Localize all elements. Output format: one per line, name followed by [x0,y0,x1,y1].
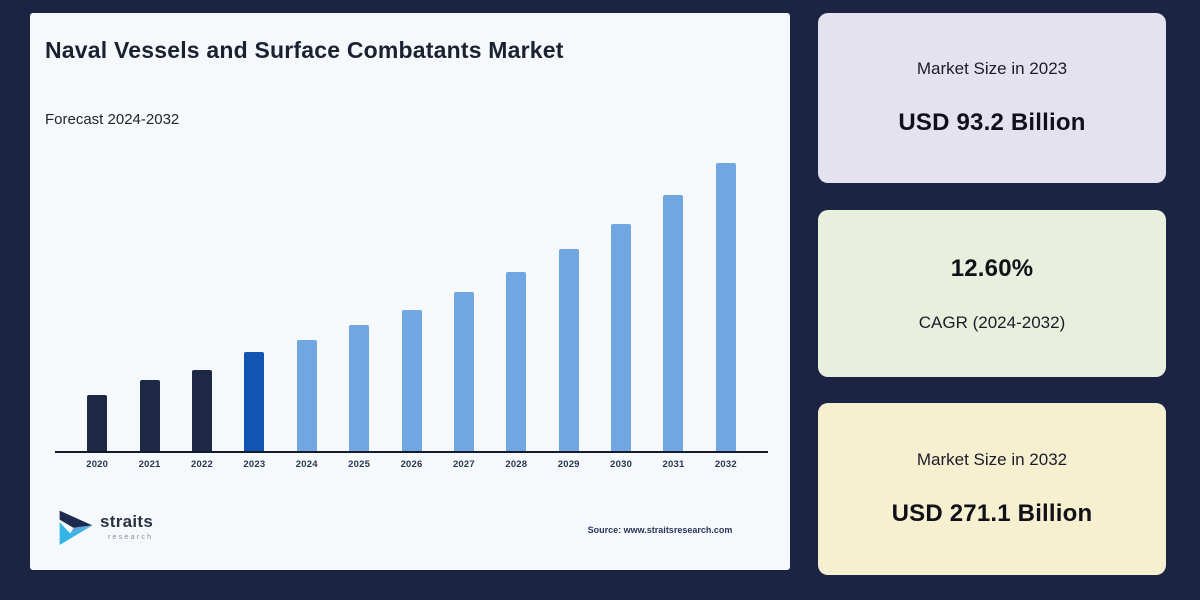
bar-2021 [139,380,160,451]
bar-2027 [453,292,474,451]
x-tick-2025: 2025 [348,459,371,470]
bar-2023 [244,352,265,451]
x-tick-2023: 2023 [243,459,266,470]
bar-column-2028: 2028 [490,140,542,470]
stat-card-cagr: 12.60% CAGR (2024-2032) [818,210,1166,377]
logo-name: straits [100,512,154,531]
bar-2029 [558,249,579,451]
bar-column-2024: 2024 [281,140,333,470]
bar-column-2027: 2027 [438,140,490,470]
bar-2022 [191,370,212,451]
stat-card-label: Market Size in 2023 [916,59,1068,78]
bar-column-2021: 2021 [123,140,175,470]
stat-card-label: Market Size in 2032 [916,450,1068,469]
stat-card-label: CAGR (2024-2032) [918,312,1066,332]
bar-column-2022: 2022 [176,140,228,470]
stat-card-value: 12.60% [950,254,1034,282]
bar-column-2025: 2025 [333,140,385,470]
bar-column-2020: 2020 [71,140,123,470]
bar-2026 [401,310,422,451]
x-tick-2021: 2021 [138,459,161,470]
x-tick-2024: 2024 [295,459,318,470]
stat-card-market-size-2032: Market Size in 2032 USD 271.1 Billion [818,403,1166,575]
bar-2024 [296,340,317,451]
straits-research-logo-icon [59,510,93,545]
chart-panel: Naval Vessels and Surface Combatants Mar… [30,13,790,570]
logo-subname: research [107,532,154,541]
bar-2028 [506,272,527,451]
bar-column-2031: 2031 [647,140,699,470]
bar-2025 [349,325,370,451]
bar-column-2030: 2030 [595,140,647,470]
stat-card-market-size-2023: Market Size in 2023 USD 93.2 Billion [818,13,1166,183]
source-attribution: Source: www.straitsresearch.com [587,525,733,535]
bar-column-2032: 2032 [700,140,752,470]
logo-arrow-cyan [59,522,93,545]
stat-card-value: USD 93.2 Billion [898,109,1086,136]
bar-2020 [87,395,108,451]
x-tick-2031: 2031 [662,459,685,470]
bar-2030 [611,224,632,451]
x-tick-2030: 2030 [610,459,633,470]
plot-area: 2020 2021 2022 2023 2024 2025 2026 2027 2028 2029… [55,140,768,470]
stat-card-value: USD 271.1 Billion [891,500,1093,527]
x-tick-2028: 2028 [505,459,528,470]
x-tick-2032: 2032 [714,459,737,470]
x-tick-2026: 2026 [400,459,423,470]
x-tick-2022: 2022 [191,459,213,470]
chart-subtitle: Forecast 2024-2032 [45,111,180,128]
bar-column-2029: 2029 [543,140,595,470]
brand-logo: straits research [58,507,153,547]
bar-column-2026: 2026 [385,140,437,470]
logo-arrow-dark [59,510,93,528]
x-tick-2029: 2029 [557,459,580,470]
bar-2031 [663,195,684,451]
x-tick-2020: 2020 [86,459,109,470]
x-tick-2027: 2027 [452,459,475,470]
bar-2032 [715,163,736,451]
page-title: Naval Vessels and Surface Combatants Mar… [45,37,564,63]
logo-text: straits research [100,513,153,541]
logo-arrow-mid [70,525,93,534]
bar-column-2023: 2023 [228,140,280,470]
